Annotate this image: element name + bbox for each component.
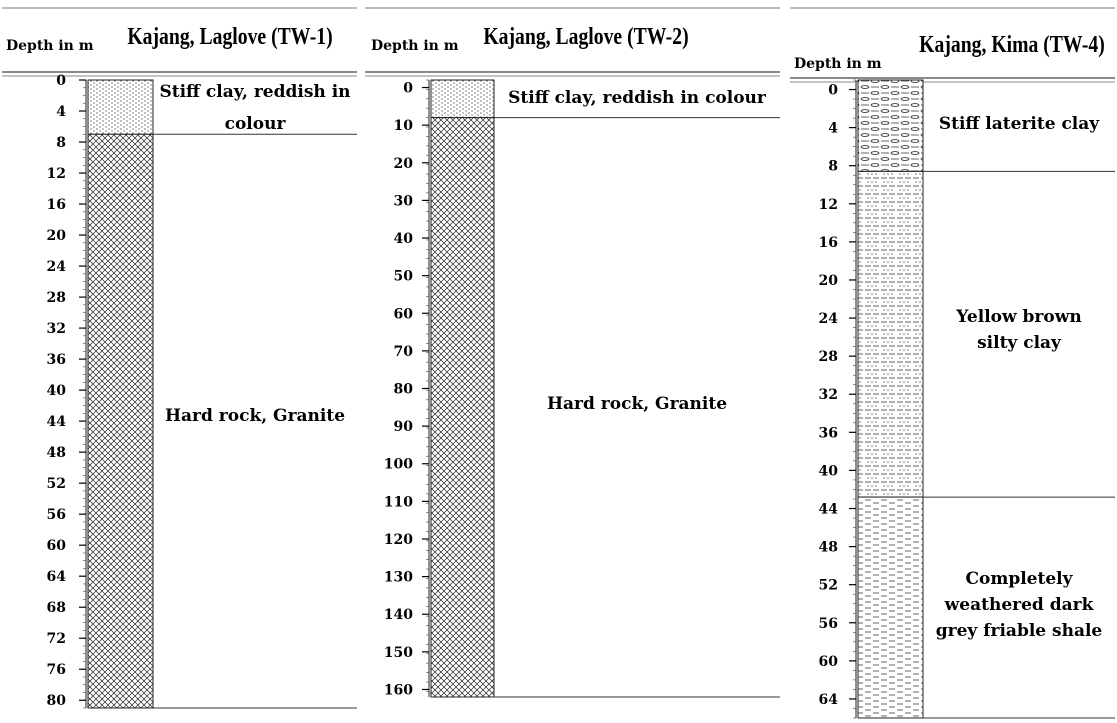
tick-label: 12 <box>819 197 838 213</box>
tick-label: 28 <box>47 290 66 306</box>
tick-label: 60 <box>47 538 67 554</box>
tick-label: 44 <box>47 414 67 430</box>
tick-label: 72 <box>47 631 66 647</box>
tick-label: 68 <box>47 600 66 616</box>
tick-label: 32 <box>819 387 838 403</box>
tick-label: 40 <box>394 231 414 247</box>
tick-label: 20 <box>47 228 67 244</box>
tick-label: 0 <box>828 83 838 99</box>
log-title: Kajang, Kima (TW-4) <box>919 30 1105 57</box>
tick-label: 70 <box>394 344 414 360</box>
tick-label: 50 <box>394 269 414 285</box>
layer-pattern <box>87 133 154 709</box>
tick-label: 80 <box>47 693 67 709</box>
tick-label: 56 <box>47 507 66 523</box>
tick-label: 76 <box>47 662 66 678</box>
tick-label: 90 <box>394 419 414 435</box>
tick-label: 28 <box>819 349 838 365</box>
tick-label: 48 <box>47 445 66 461</box>
layer-label: Stiff clay, reddish in colour <box>508 88 767 108</box>
tick-label: 40 <box>47 383 67 399</box>
tick-label: 10 <box>394 118 414 134</box>
tick-label: 4 <box>56 104 66 120</box>
tick-label: 110 <box>384 494 413 510</box>
tick-label: 64 <box>819 692 839 708</box>
tick-label: 44 <box>819 502 839 518</box>
tick-label: 0 <box>56 73 66 89</box>
tick-label: 24 <box>819 311 839 327</box>
tick-label: 60 <box>819 654 839 670</box>
tick-label: 80 <box>394 382 414 398</box>
layer-pattern <box>857 170 924 498</box>
layer-label: colour <box>225 114 287 134</box>
log-title: Kajang, Laglove (TW-2) <box>483 22 688 49</box>
tick-label: 32 <box>47 321 66 337</box>
layer-label: Stiff clay, reddish in <box>159 82 350 102</box>
tick-label: 16 <box>47 197 66 213</box>
layer-label: Yellow brown <box>955 307 1081 327</box>
tick-label: 36 <box>819 425 838 441</box>
layer-label: weathered dark <box>944 595 1095 615</box>
tick-label: 140 <box>384 607 413 623</box>
layer-label: Stiff laterite clay <box>939 114 1100 134</box>
layer-pattern <box>430 117 495 698</box>
depth-axis-label: Depth in m <box>6 38 94 54</box>
tick-label: 160 <box>384 682 413 698</box>
tick-label: 8 <box>56 135 66 151</box>
depth-axis-label: Depth in m <box>371 38 459 54</box>
tick-label: 52 <box>47 476 66 492</box>
layer-label: Completely <box>965 569 1073 589</box>
layer-label: grey friable shale <box>936 621 1103 641</box>
tick-label: 130 <box>384 570 413 586</box>
layer-pattern <box>87 79 154 135</box>
tick-label: 4 <box>828 121 838 137</box>
tick-label: 24 <box>47 259 67 275</box>
tick-label: 60 <box>394 306 414 322</box>
log-title: Kajang, Laglove (TW-1) <box>127 22 332 49</box>
tick-label: 150 <box>384 645 413 661</box>
layer-pattern <box>857 79 924 172</box>
tick-label: 16 <box>819 235 838 251</box>
tick-label: 100 <box>384 457 413 473</box>
log-panel: Kajang, Laglove (TW-2) Depth in m Stiff cl… <box>365 7 780 698</box>
layer-label: silty clay <box>977 333 1062 353</box>
layer-pattern <box>430 79 495 119</box>
layer-label: Hard rock, Granite <box>547 394 727 414</box>
tick-label: 20 <box>819 273 839 289</box>
tick-label: 30 <box>394 193 414 209</box>
tick-label: 36 <box>47 352 66 368</box>
tick-label: 48 <box>819 540 838 556</box>
depth-axis-label: Depth in m <box>794 56 882 72</box>
layer-label: Hard rock, Granite <box>165 406 345 426</box>
tick-label: 12 <box>47 166 66 182</box>
tick-label: 40 <box>819 463 839 479</box>
tick-label: 120 <box>384 532 413 548</box>
tick-label: 0 <box>403 81 413 97</box>
log-panel: Kajang, Kima (TW-4) Depth in m Stiff later… <box>790 7 1115 719</box>
tick-label: 56 <box>819 616 838 632</box>
tick-label: 8 <box>828 159 838 175</box>
log-panel: Kajang, Laglove (TW-1) Depth in m Stiff cl… <box>2 7 357 709</box>
tick-label: 52 <box>819 578 838 594</box>
tick-label: 64 <box>47 569 67 585</box>
layer-pattern <box>857 496 924 719</box>
tick-label: 20 <box>394 156 414 172</box>
